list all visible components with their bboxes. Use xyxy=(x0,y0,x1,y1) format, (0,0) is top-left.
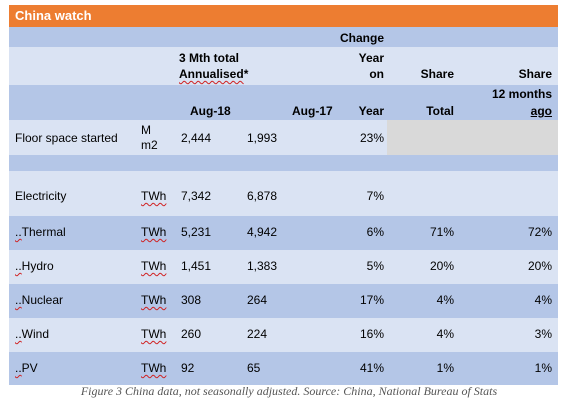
header-change: Change xyxy=(339,31,384,45)
spacer-row xyxy=(9,155,558,171)
title-bar: China watch xyxy=(9,5,558,27)
header-row-1: Change xyxy=(9,27,558,47)
row-share: 4% xyxy=(436,293,454,307)
header-row-2: 3 Mth total Annualised* Year on Share Sha… xyxy=(9,47,558,85)
header-aug18: Aug-18 xyxy=(190,104,231,118)
row-value-aug18: 2,444 xyxy=(181,131,212,145)
row-value-aug18: 1,451 xyxy=(181,259,212,273)
row-share-12m: 72% xyxy=(527,225,552,239)
header-row-3: 12 months Aug-18 Aug-17 Year Total ago xyxy=(9,85,558,120)
table-row: ..Hydro TWh 1,451 1,383 5% 20% 20% xyxy=(9,250,558,284)
row-unit: TWh xyxy=(141,293,167,307)
row-share-12m: 4% xyxy=(534,293,552,307)
row-change: 41% xyxy=(359,361,384,375)
row-share-12m: 20% xyxy=(527,259,552,273)
row-share-12m: 1% xyxy=(534,361,552,375)
row-share: 71% xyxy=(429,225,454,239)
row-unit: TWh xyxy=(141,189,167,203)
row-change: 16% xyxy=(359,327,384,341)
row-value-aug17: 4,942 xyxy=(247,225,278,239)
row-unit: TWh xyxy=(141,225,167,239)
data-table: Change 3 Mth total Annualised* Year on Sh… xyxy=(9,27,558,385)
row-unit: TWh xyxy=(141,259,167,273)
header-3mth: 3 Mth total Annualised* xyxy=(179,51,249,81)
row-share: 4% xyxy=(436,327,454,341)
row-change: 5% xyxy=(366,259,384,273)
row-label: Floor space started xyxy=(15,131,118,145)
row-unit: TWh xyxy=(141,327,167,341)
row-share-12m: 3% xyxy=(534,327,552,341)
row-change: 6% xyxy=(366,225,384,239)
table-row: ..Wind TWh 260 224 16% 4% 3% xyxy=(9,318,558,352)
row-value-aug17: 65 xyxy=(247,361,261,375)
row-share: 1% xyxy=(436,361,454,375)
header-ago: ago xyxy=(530,104,552,118)
empty-share-cells xyxy=(387,120,558,155)
header-12-months: 12 months xyxy=(491,87,552,101)
table-row: Electricity TWh 7,342 6,878 7% xyxy=(9,186,558,216)
row-label: Electricity xyxy=(15,189,67,203)
row-change: 17% xyxy=(359,293,384,307)
row-label: ..PV xyxy=(15,361,38,375)
header-aug17: Aug-17 xyxy=(292,104,333,118)
table-row: ..PV TWh 92 65 41% 1% 1% xyxy=(9,352,558,385)
header-total: Total xyxy=(426,104,454,118)
table-row: ..Thermal TWh 5,231 4,942 6% 71% 72% xyxy=(9,216,558,250)
table-row: ..Nuclear TWh 308 264 17% 4% 4% xyxy=(9,284,558,318)
row-value-aug18: 308 xyxy=(181,293,202,307)
spacer-row xyxy=(9,171,558,186)
row-value-aug18: 5,231 xyxy=(181,225,212,239)
row-change: 23% xyxy=(359,131,384,145)
row-value-aug18: 92 xyxy=(181,361,195,375)
row-value-aug17: 1,993 xyxy=(247,131,278,145)
row-value-aug18: 7,342 xyxy=(181,189,212,203)
header-share: Share xyxy=(420,67,454,81)
header-share-12m: Share xyxy=(518,67,552,81)
row-label: ..Wind xyxy=(15,327,50,341)
row-value-aug17: 6,878 xyxy=(247,189,278,203)
row-unit: TWh xyxy=(141,361,167,375)
row-change: 7% xyxy=(366,189,384,203)
row-value-aug17: 264 xyxy=(247,293,268,307)
row-value-aug17: 224 xyxy=(247,327,268,341)
figure-caption: Figure 3 China data, not seasonally adju… xyxy=(80,384,498,398)
header-year-on: Year on xyxy=(358,51,384,81)
row-share: 20% xyxy=(429,259,454,273)
row-value-aug17: 1,383 xyxy=(247,259,278,273)
row-label: ..Nuclear xyxy=(15,293,64,307)
row-value-aug18: 260 xyxy=(181,327,202,341)
row-label: ..Hydro xyxy=(15,259,54,273)
row-label: ..Thermal xyxy=(15,225,66,239)
table-title: China watch xyxy=(15,8,92,23)
header-year: Year xyxy=(358,104,384,118)
